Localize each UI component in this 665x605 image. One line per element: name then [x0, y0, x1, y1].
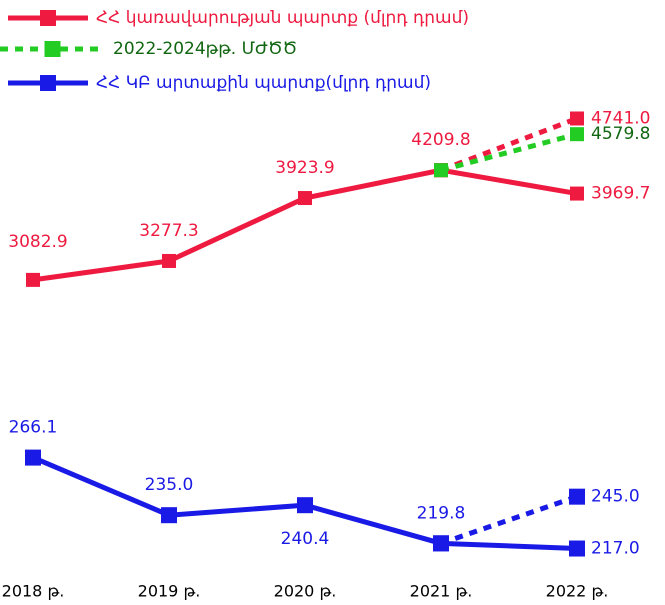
x-tick-label: 2019 թ. [138, 582, 201, 601]
point-marker [161, 507, 177, 523]
value-label: 4209.8 [411, 130, 470, 150]
point-marker [25, 450, 41, 466]
point-marker [297, 497, 313, 513]
point-marker [569, 541, 585, 557]
value-label: 245.0 [591, 487, 640, 507]
value-label: 266.1 [9, 418, 58, 438]
legend-label: ՀՀ կառավարության պարտք (մլրդ դրամ) [96, 8, 469, 28]
legend-label: 2022-2024թթ. ՄԺԾԾ [113, 39, 297, 59]
value-label: 3277.3 [139, 221, 198, 241]
point-marker [162, 254, 176, 268]
value-label: 217.0 [591, 539, 640, 559]
x-tick-label: 2022 թ. [546, 582, 609, 601]
legend-marker [45, 41, 61, 57]
legend-marker [40, 10, 56, 26]
x-tick-label: 2021 թ. [410, 582, 473, 601]
point-marker [570, 187, 584, 201]
legend-marker [40, 75, 56, 91]
value-label: 3923.9 [275, 158, 334, 178]
value-label: 235.0 [145, 475, 194, 495]
chart: 2018 թ. 2019 թ. 2020 թ. 2021 թ. 2022 թ. 3082.… [0, 0, 665, 605]
value-label: 3969.7 [591, 184, 650, 204]
value-label: 3082.9 [8, 232, 67, 252]
point-marker [569, 489, 585, 505]
point-marker [434, 163, 448, 177]
point-marker [298, 191, 312, 205]
x-tick-label: 2020 թ. [274, 582, 337, 601]
series-line [33, 170, 577, 280]
value-label: 219.8 [417, 503, 466, 523]
value-label: 240.4 [281, 529, 330, 549]
point-marker [570, 111, 584, 125]
legend-label: ՀՀ ԿԲ արտաքին պարտք(մլրդ դրամ) [96, 73, 431, 93]
point-marker [433, 535, 449, 551]
x-tick-label: 2018 թ. [2, 582, 65, 601]
point-marker [26, 273, 40, 287]
value-label: 4579.8 [591, 124, 650, 144]
point-marker [570, 127, 584, 141]
